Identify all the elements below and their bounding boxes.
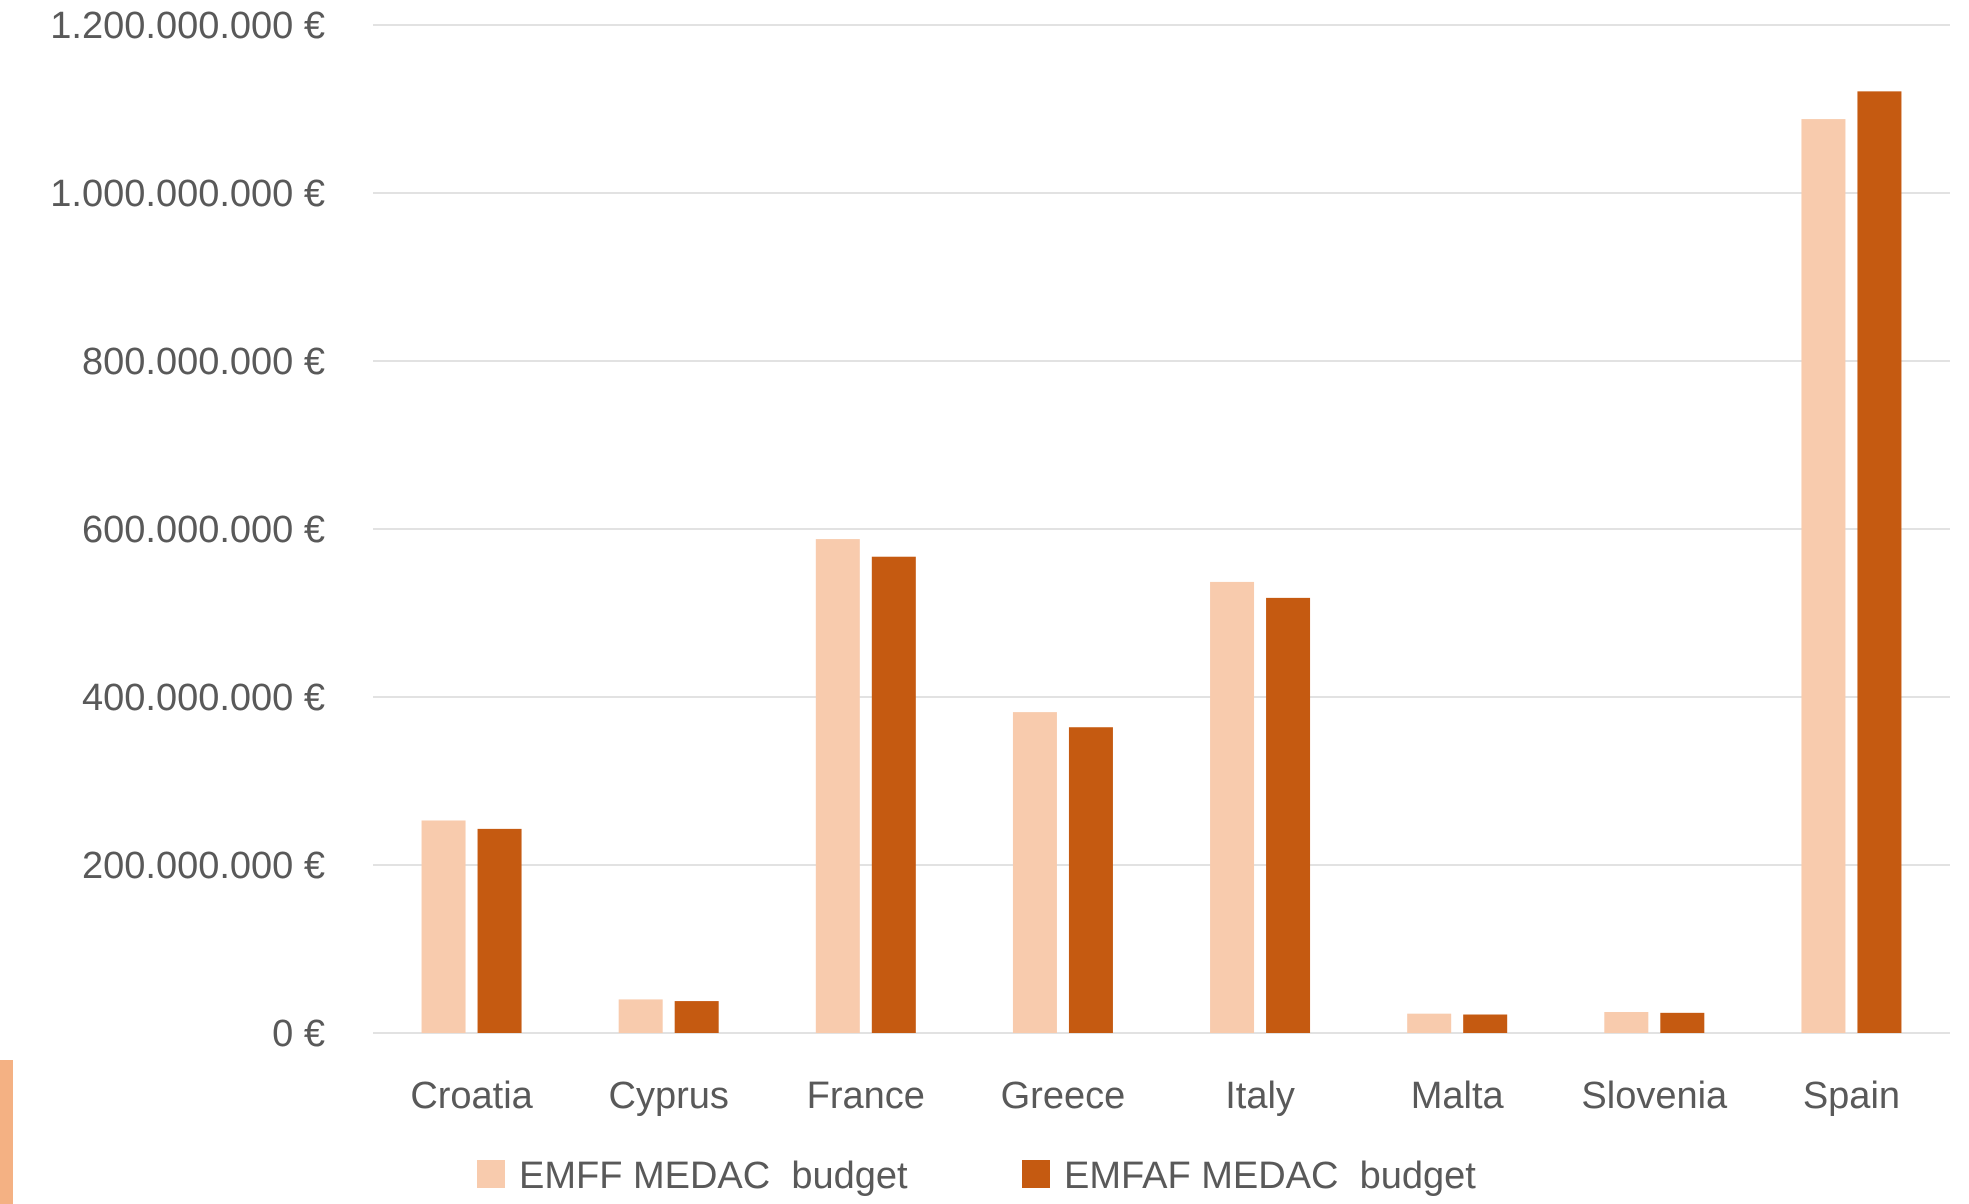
bar-greece-series-2 xyxy=(1068,727,1113,1033)
bar-slovenia-series-1 xyxy=(1604,1012,1649,1033)
x-category-label: Malta xyxy=(1411,1075,1505,1117)
y-tick-label: 0 € xyxy=(272,1013,325,1055)
bar-croatia-series-2 xyxy=(477,828,522,1033)
x-category-label: France xyxy=(807,1075,925,1117)
bar-italy-series-1 xyxy=(1210,581,1255,1033)
bars xyxy=(421,91,1902,1034)
x-category-label: Italy xyxy=(1225,1075,1295,1117)
bar-spain-series-2 xyxy=(1857,91,1902,1034)
x-category-label: Cyprus xyxy=(609,1075,729,1117)
bar-cyprus-series-2 xyxy=(674,1001,719,1033)
x-category-label: Croatia xyxy=(410,1075,533,1117)
y-tick-label: 200.000.000 € xyxy=(82,845,325,887)
y-tick-label: 1.200.000.000 € xyxy=(50,5,325,47)
bar-cyprus-series-1 xyxy=(618,999,663,1033)
bar-spain-series-1 xyxy=(1801,119,1846,1033)
legend-swatch xyxy=(1022,1160,1050,1188)
x-category-label: Slovenia xyxy=(1581,1075,1728,1117)
side-marker xyxy=(0,1060,13,1204)
x-category-label: Spain xyxy=(1803,1075,1900,1117)
y-axis-tick-labels: 0 € 200.000.000 € 400.000.000 € 600.000.000… xyxy=(50,5,325,1055)
bar-greece-series-1 xyxy=(1012,712,1057,1033)
y-tick-label: 1.000.000.000 € xyxy=(50,173,325,215)
legend-swatch xyxy=(477,1160,505,1188)
bar-italy-series-2 xyxy=(1266,597,1311,1033)
bar-malta-series-1 xyxy=(1407,1013,1452,1033)
bar-france-series-1 xyxy=(815,539,860,1033)
bar-france-series-2 xyxy=(871,556,916,1033)
x-axis-category-labels: Croatia Cyprus France Greece Italy Malta Slove… xyxy=(410,1075,1900,1117)
bar-malta-series-2 xyxy=(1463,1014,1508,1033)
y-tick-label: 400.000.000 € xyxy=(82,677,325,719)
bar-croatia-series-1 xyxy=(421,820,466,1033)
legend-label: EMFAF MEDAC budget xyxy=(1064,1155,1476,1197)
y-tick-label: 800.000.000 € xyxy=(82,341,325,383)
bar-slovenia-series-2 xyxy=(1660,1012,1705,1033)
legend: EMFF MEDAC budget EMFAF MEDAC budget xyxy=(477,1155,1476,1197)
y-tick-label: 600.000.000 € xyxy=(82,509,325,551)
legend-label: EMFF MEDAC budget xyxy=(519,1155,908,1197)
x-category-label: Greece xyxy=(1001,1075,1126,1117)
gridlines xyxy=(373,24,1950,1034)
